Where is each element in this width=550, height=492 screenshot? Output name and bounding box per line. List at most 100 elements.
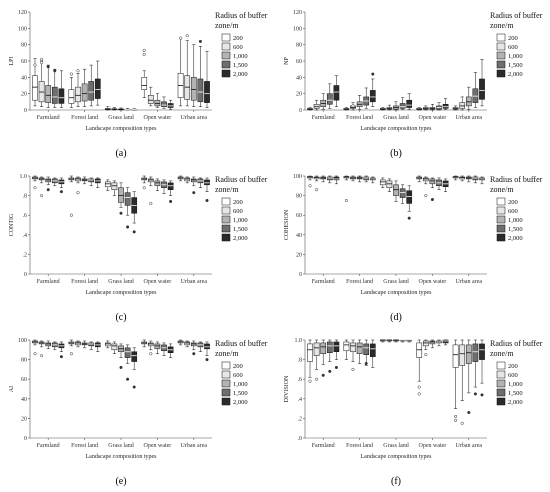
box-urban-area-1-000	[465, 86, 472, 110]
box-open-water-2-000	[167, 99, 174, 110]
boxplot-ai: 0 20 40 60 80 100 AI Farmland Forest land Grass l…	[9, 338, 268, 487]
legend-swatch-2-000	[221, 397, 231, 406]
y-tick-label: 20	[296, 92, 302, 98]
panel-a-lpi: 0 20 40 60 80 100 120 LPI Farmland Forest land Gra…	[0, 0, 275, 164]
box-body	[45, 342, 52, 347]
y-tick-label: 100	[293, 174, 302, 180]
box-body	[459, 102, 466, 109]
outlier-point	[308, 184, 312, 188]
box-body	[154, 343, 161, 350]
box-open-water-1-500	[161, 96, 167, 109]
legend-label-1-500: 1,500	[508, 62, 523, 69]
legend-title-line1: Radius of buffer	[490, 175, 543, 184]
box-body	[406, 190, 413, 204]
box-open-water-200	[416, 107, 423, 111]
box-open-water-1-500	[436, 102, 442, 111]
box-open-water-1-000	[154, 178, 161, 191]
legend-swatch-2-000	[496, 233, 506, 242]
box-body	[190, 77, 197, 101]
x-tick-label-urban-area: Urban area	[181, 279, 208, 285]
y-tick-label: 0	[299, 108, 302, 114]
box-open-water-2-000	[167, 343, 174, 358]
box-body	[333, 85, 340, 101]
legend-label-200: 200	[233, 363, 243, 370]
box-body	[313, 176, 320, 180]
x-tick-label-grass-land: Grass land	[108, 115, 134, 121]
y-axis-title: COHESION	[284, 209, 290, 240]
box-forest-land-600	[75, 340, 81, 348]
box-farmland-1-500	[51, 177, 58, 187]
box-body	[75, 177, 81, 182]
x-tick-label-farmland: Farmland	[37, 115, 60, 121]
legend-title-line2: zone/m	[215, 21, 239, 30]
box-body	[124, 192, 131, 206]
y-tick-label: 60	[296, 59, 302, 65]
outlier-point	[33, 352, 37, 356]
outlier-point	[40, 194, 44, 198]
box-urban-area-200	[177, 36, 184, 107]
outlier-point	[40, 57, 44, 61]
box-body	[350, 342, 356, 353]
legend-swatch-1-000	[496, 215, 506, 224]
y-tick-label: .2	[23, 252, 28, 258]
x-axis-title: Landscape composition types	[361, 454, 433, 460]
box-body	[369, 90, 376, 103]
box-grass-land-600	[111, 180, 118, 196]
panel-e-ai: 0 20 40 60 80 100 AI Farmland Forest land Grass l…	[0, 328, 275, 492]
legend-label-2-000: 2,000	[233, 235, 248, 242]
outlier-point	[179, 36, 183, 40]
box-farmland-200	[32, 58, 38, 107]
box-body	[167, 182, 174, 190]
outlier-point	[132, 230, 136, 234]
box-grass-land-200	[104, 340, 111, 349]
box-body	[313, 342, 320, 356]
box-farmland-200	[32, 175, 38, 190]
outlier-point	[76, 69, 80, 73]
box-grass-land-1-000	[393, 339, 399, 343]
box-body	[429, 340, 436, 345]
box-grass-land-200	[379, 177, 386, 189]
legend-title-line2: zone/m	[490, 21, 514, 30]
box-open-water-200	[416, 339, 423, 396]
outlier-point	[53, 69, 57, 73]
legend-title-line1: Radius of buffer	[490, 339, 543, 348]
box-forest-land-1-000	[356, 95, 363, 110]
legend-swatch-1-500	[496, 60, 506, 69]
box-open-water-1-000	[429, 104, 436, 111]
legend-label-200: 200	[508, 199, 518, 206]
x-tick-label-forest-land: Forest land	[346, 115, 373, 121]
legend-swatch-600	[221, 370, 231, 379]
outlier-point	[142, 186, 146, 190]
box-urban-area-2-000	[204, 341, 210, 362]
box-body	[32, 75, 38, 101]
x-tick-label-farmland: Farmland	[312, 115, 335, 121]
box-urban-area-600	[459, 96, 466, 111]
y-tick-label: .4	[23, 233, 28, 239]
legend-label-2-000: 2,000	[233, 71, 248, 78]
y-tick-label: .8	[23, 194, 28, 200]
outlier-point	[351, 367, 355, 371]
box-body	[58, 88, 65, 104]
y-axis-title: LPI	[9, 56, 15, 65]
box-body	[399, 188, 406, 198]
box-farmland-1-000	[320, 93, 327, 110]
box-body	[442, 339, 449, 344]
y-tick-label: 60	[296, 213, 302, 219]
box-open-water-1-000	[154, 341, 161, 354]
box-body	[75, 341, 81, 346]
y-tick-label: 0	[24, 272, 27, 278]
box-open-water-1-500	[436, 177, 442, 190]
y-tick-label: 120	[18, 10, 27, 16]
x-tick-label-open-water: Open water	[418, 279, 446, 285]
legend-swatch-1-000	[221, 215, 231, 224]
box-farmland-2-000	[58, 177, 65, 194]
y-tick-label: 100	[18, 26, 27, 32]
legend-label-1-000: 1,000	[233, 217, 248, 224]
x-tick-label-open-water: Open water	[143, 443, 171, 449]
box-open-water-2-000	[442, 178, 449, 192]
legend-label-2-000: 2,000	[233, 399, 248, 406]
box-forest-land-2-000	[369, 176, 376, 184]
box-grass-land-1-000	[118, 107, 124, 111]
